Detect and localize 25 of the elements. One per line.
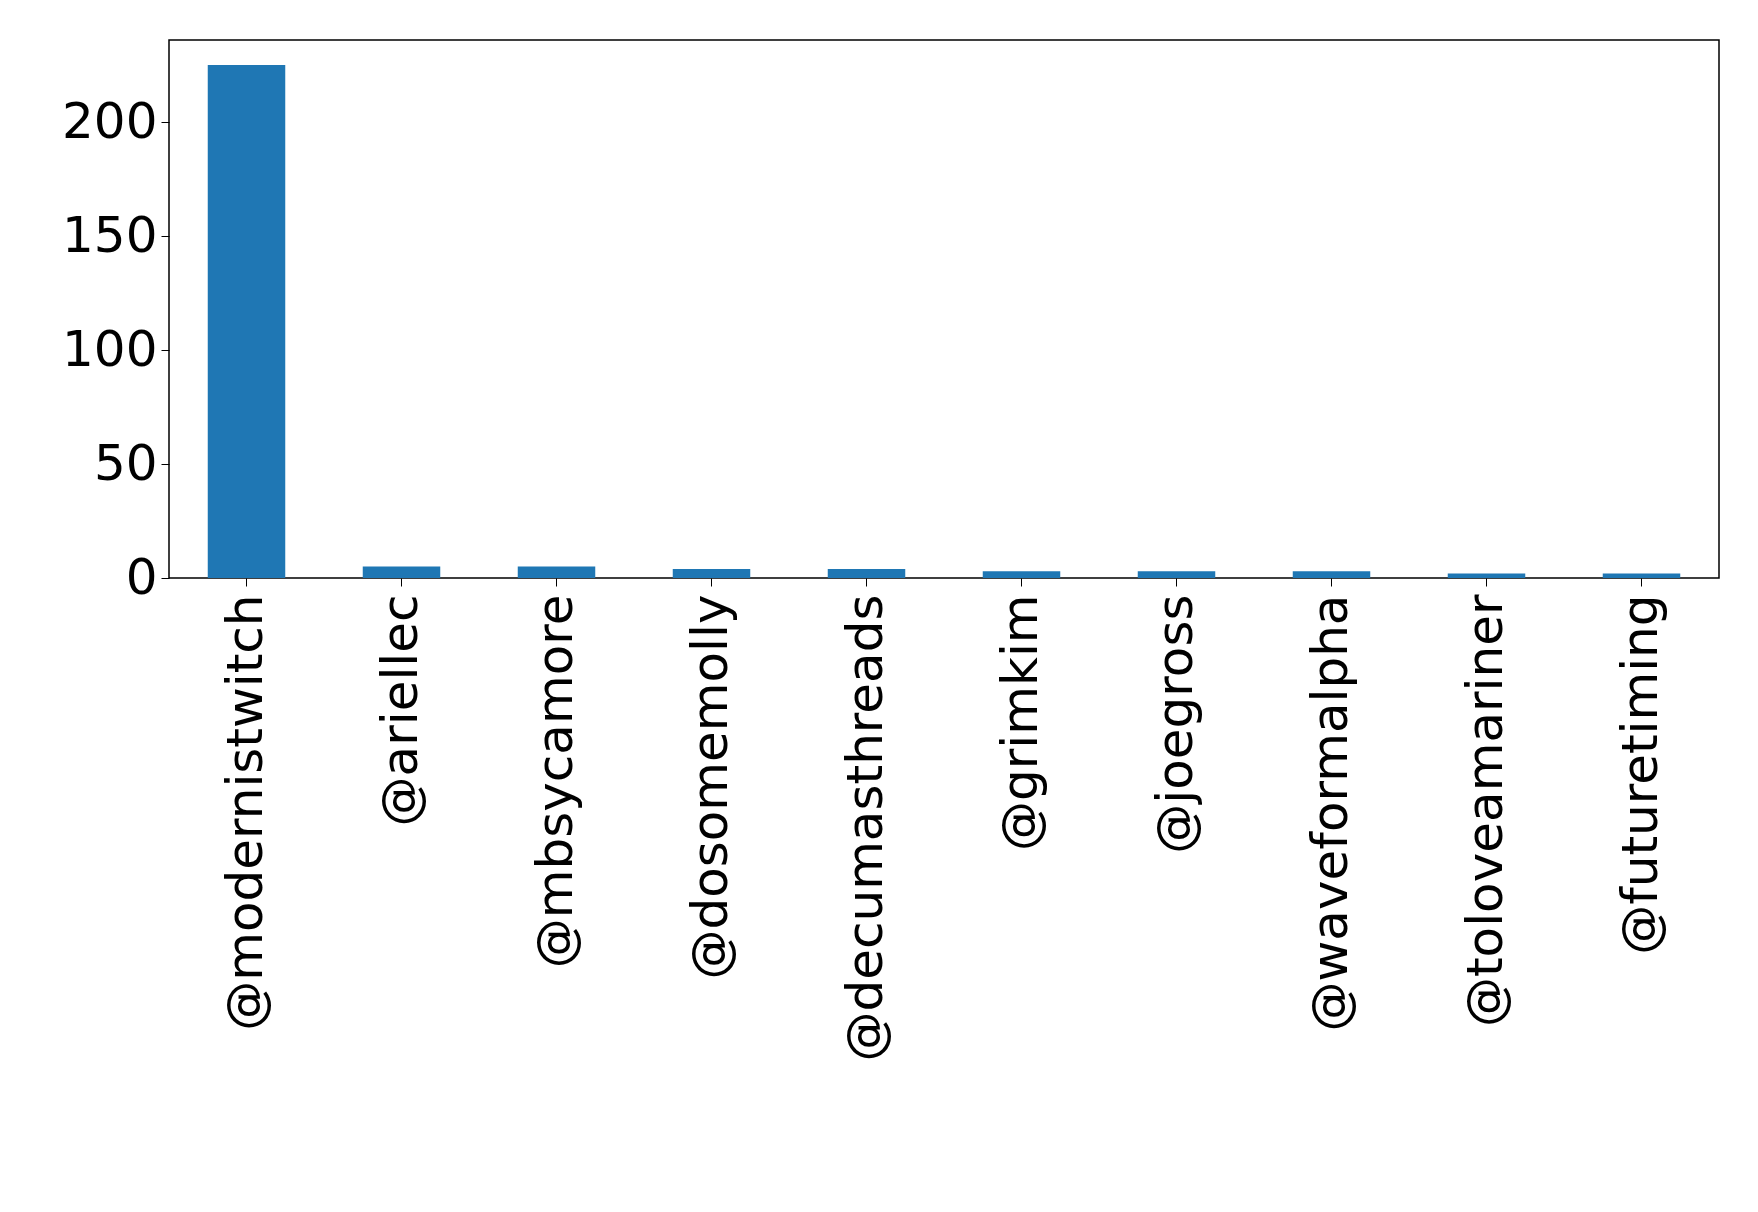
x-tick-label: @dosomemolly [680,594,739,980]
x-tick-label: @toloveamariner [1455,594,1514,1027]
x-tick-label: @grimkim [990,594,1049,851]
bar [982,571,1061,578]
bar [1447,573,1526,578]
bar [362,566,441,578]
y-tick-label: 100 [62,319,158,378]
y-tick-label: 150 [62,205,158,264]
bar [207,65,286,578]
x-tick-label: @modernistwitch [215,594,274,1031]
y-tick-label: 0 [125,547,158,606]
bar [517,566,596,578]
x-tick-label: @waveformalpha [1300,594,1359,1032]
bar [672,568,751,578]
y-tick-label: 200 [62,91,158,150]
bar [1137,571,1216,578]
y-tick-label: 50 [93,433,158,492]
x-tick-label: @futuretiming [1610,594,1669,955]
x-tick-label: @mbsycamore [525,594,584,969]
x-tick-label: @decumasthreads [835,594,894,1062]
bar [827,568,906,578]
bar [1602,573,1681,578]
x-tick-label: @ariellec [370,594,429,827]
bar [1292,571,1371,578]
x-tick-label: @joegross [1145,594,1204,854]
